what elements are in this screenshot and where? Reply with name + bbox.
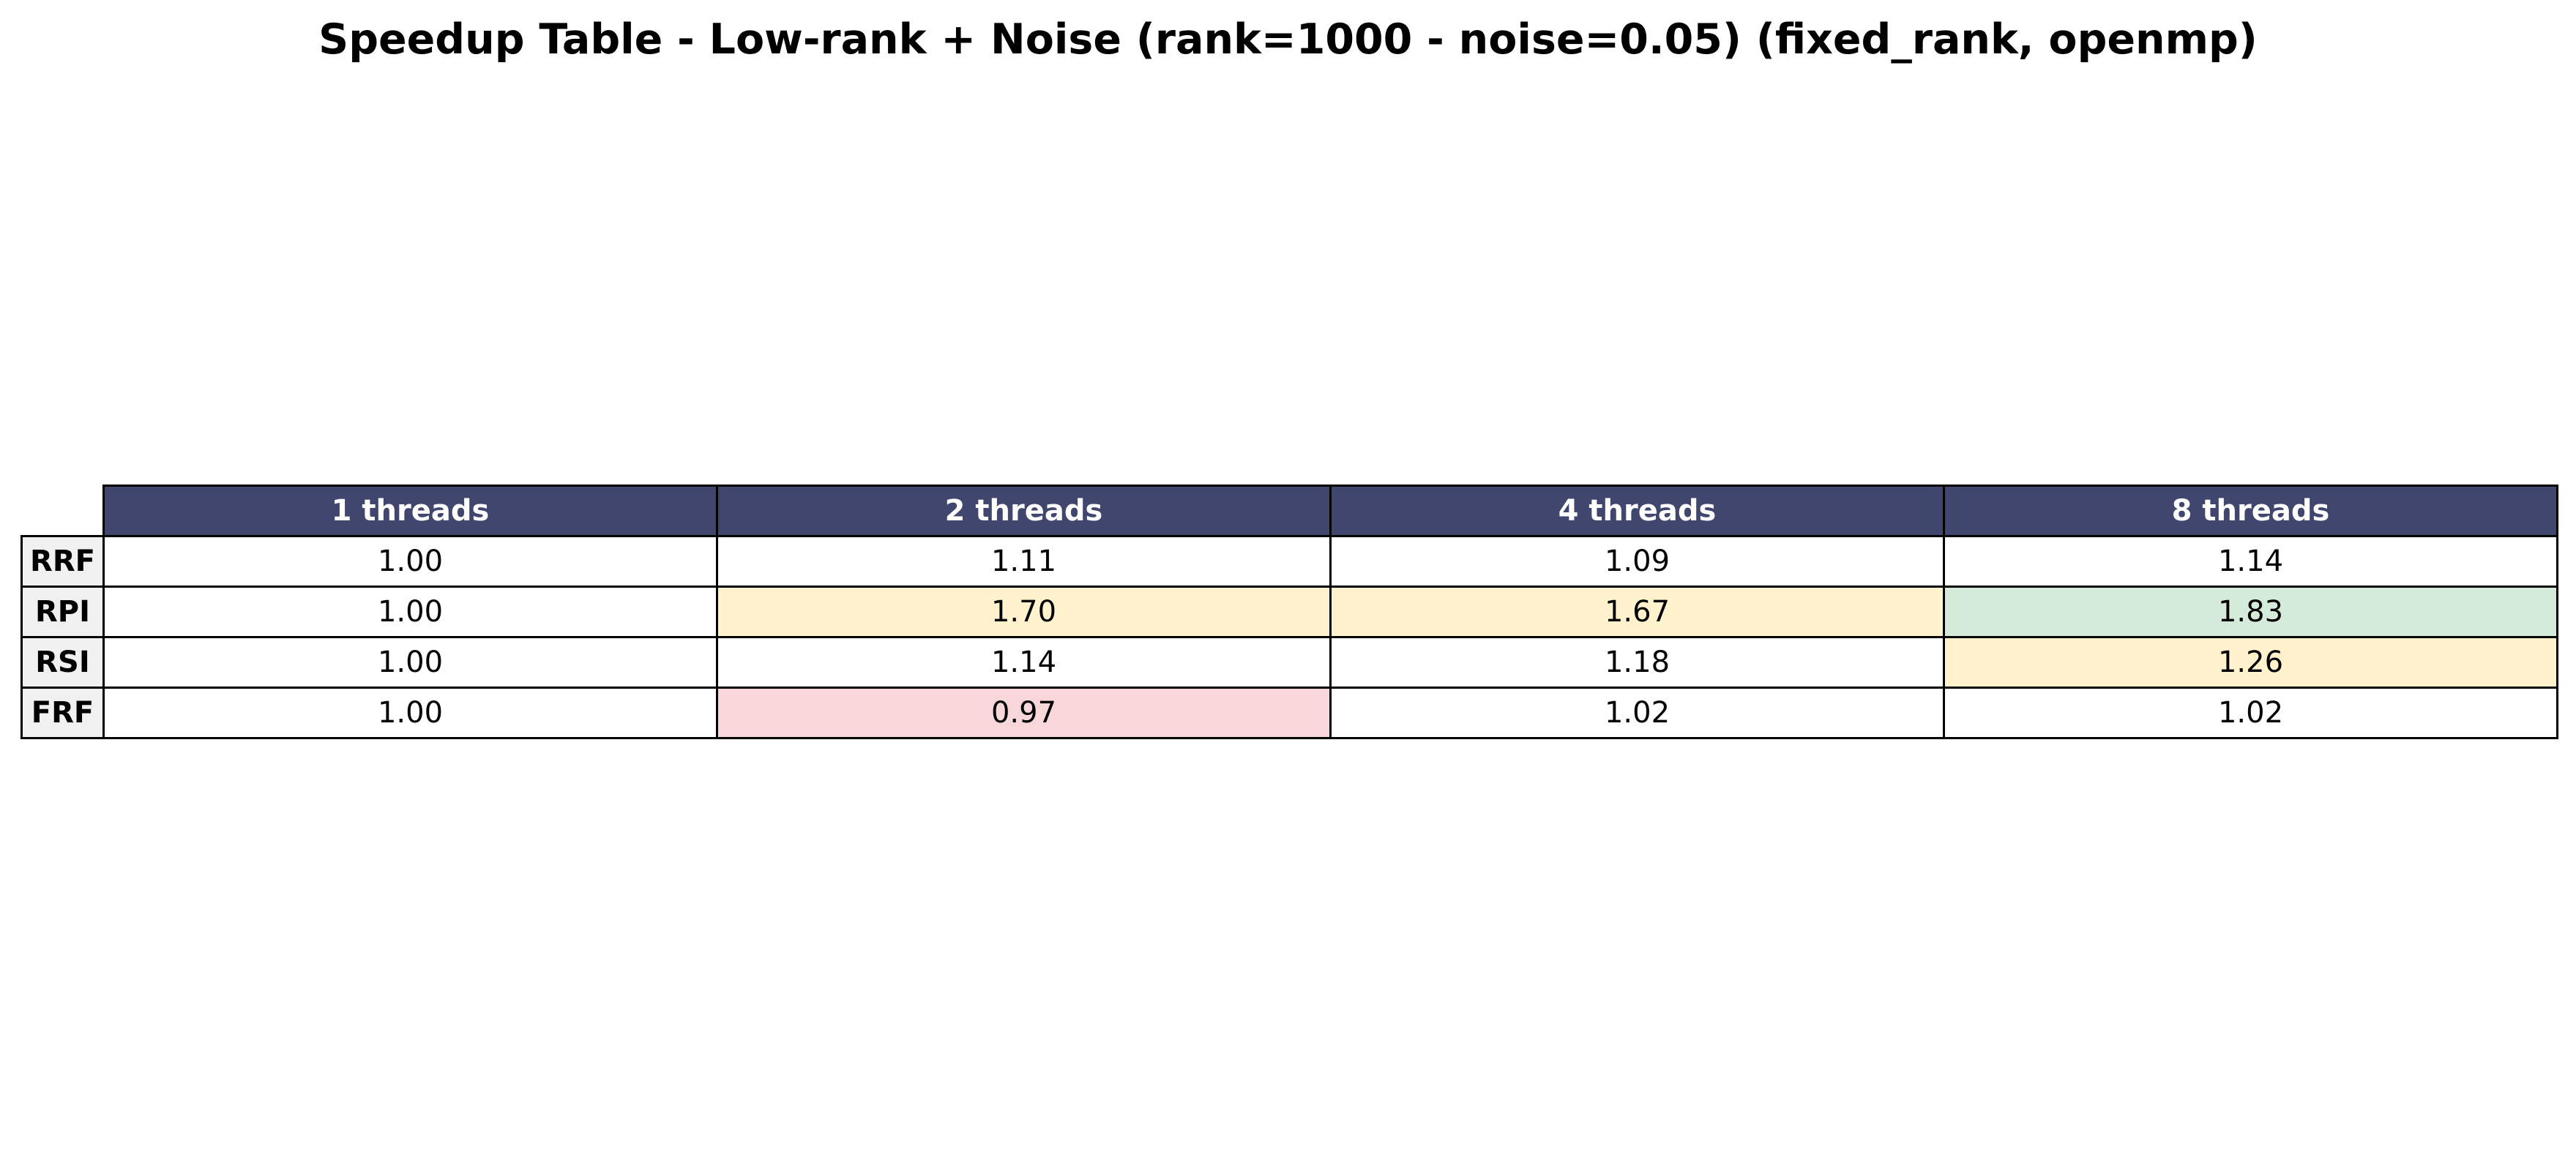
column-header: 8 threads <box>1943 485 2558 537</box>
table-cell: 1.00 <box>102 636 718 689</box>
table-cell: 1.14 <box>1943 535 2558 588</box>
speedup-table: 1 threads 2 threads 4 threads 8 threads … <box>20 485 2558 739</box>
row-header: RRF <box>20 535 105 588</box>
table-cell: 1.00 <box>102 535 718 588</box>
table-cell: 1.09 <box>1329 535 1945 588</box>
table-cell: 1.70 <box>716 586 1332 638</box>
row-header: FRF <box>20 687 105 739</box>
table-cell: 1.02 <box>1329 687 1945 739</box>
column-header: 4 threads <box>1329 485 1945 537</box>
table-header-row: 1 threads 2 threads 4 threads 8 threads <box>22 485 2558 537</box>
table-cell: 1.18 <box>1329 636 1945 689</box>
table-cell: 1.02 <box>1943 687 2558 739</box>
table-row: RPI 1.00 1.70 1.67 1.83 <box>20 586 2558 638</box>
row-header: RSI <box>20 636 105 689</box>
table-cell: 1.11 <box>716 535 1332 588</box>
table-cell: 1.67 <box>1329 586 1945 638</box>
table-cell: 1.00 <box>102 687 718 739</box>
chart-title: Speedup Table - Low-rank + Noise (rank=1… <box>318 15 2258 64</box>
table-cell: 1.14 <box>716 636 1332 689</box>
table-cell: 0.97 <box>716 687 1332 739</box>
table-cell: 1.26 <box>1943 636 2558 689</box>
table-row: FRF 1.00 0.97 1.02 1.02 <box>20 687 2558 739</box>
table-row: RRF 1.00 1.11 1.09 1.14 <box>20 535 2558 588</box>
table-cell: 1.00 <box>102 586 718 638</box>
column-header: 2 threads <box>716 485 1332 537</box>
column-header: 1 threads <box>102 485 718 537</box>
table-row: RSI 1.00 1.14 1.18 1.26 <box>20 636 2558 689</box>
row-header: RPI <box>20 586 105 638</box>
table-corner <box>22 486 104 536</box>
table-cell: 1.83 <box>1943 586 2558 638</box>
